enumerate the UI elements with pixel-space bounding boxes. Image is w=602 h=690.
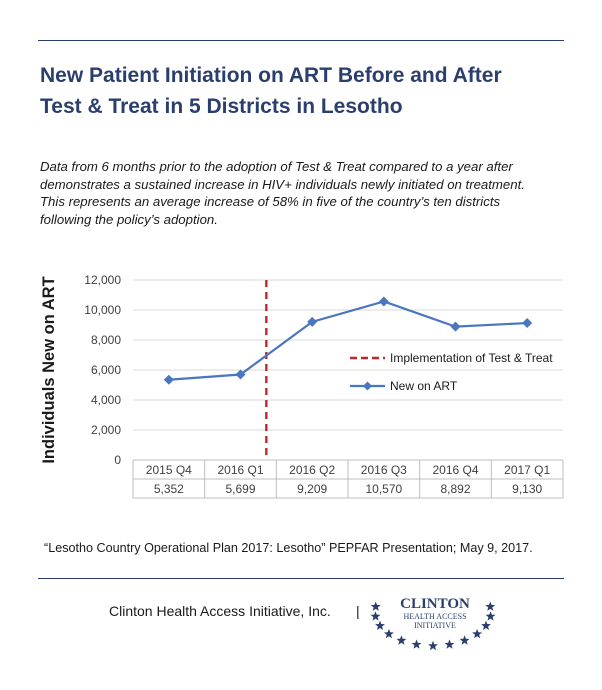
description: Data from 6 months prior to the adoption… [40,158,570,228]
x-tick-label: 2016 Q4 [432,463,478,477]
x-tick-label: 2016 Q1 [217,463,263,477]
logo-star [485,611,496,621]
logo-star [396,635,407,645]
logo-star [411,639,422,649]
page-title: New Patient Initiation on ART Before and… [40,60,570,122]
data-table-value: 10,570 [365,482,402,496]
gridlines: 0 2,000 4,000 6,000 8,000 10,000 12,000 [84,273,563,467]
logo-star [370,611,381,621]
logo-star [375,620,385,631]
data-table: 2015 Q4 2016 Q1 2016 Q2 2016 Q3 2016 Q4 2017 … [132,459,564,499]
footer-organization: Clinton Health Access Initiative, Inc. [109,603,331,619]
x-tick-label: 2016 Q2 [289,463,335,477]
y-tick-label: 6,000 [91,363,121,377]
data-point [163,374,174,385]
y-tick-label: 2,000 [91,423,121,437]
top-rule [38,40,564,41]
logo-star [481,620,491,631]
description-line-4: following the policy’s adoption. [40,211,218,227]
data-point [378,296,389,307]
legend-marker-new-on-art [363,381,372,391]
series-layer [163,296,533,385]
footer-separator: | [356,603,360,619]
bottom-rule [38,578,564,579]
y-tick-label: 8,000 [91,333,121,347]
logo-stars [370,601,496,651]
chai-logo: CLINTON HEALTH ACCESS INITIATIVE [370,596,496,651]
data-table-value: 5,699 [225,482,255,496]
citation: “Lesotho Country Operational Plan 2017: … [44,541,533,555]
logo-text-line-1: CLINTON [400,596,470,612]
y-tick-label: 0 [114,453,121,467]
data-point [307,316,318,327]
description-line-3: This represents an average increase of 5… [40,194,501,209]
series-line [168,300,528,381]
title-line-1: New Patient Initiation on ART Before and… [40,64,502,87]
logo-star [459,635,470,645]
data-table-value: 8,892 [440,482,470,496]
x-tick-label: 2016 Q3 [361,463,407,477]
y-tick-label: 10,000 [84,303,121,317]
y-axis-label: Individuals New on ART [40,276,58,463]
data-point [522,318,533,329]
logo-star [370,601,381,611]
logo-star [472,628,483,639]
description-line-2: demonstrates a sustained increase in HIV… [40,176,525,192]
x-tick-label: 2015 Q4 [146,463,192,477]
logo-star [428,640,438,651]
legend: Implementation of Test & Treat New on ART [350,351,553,393]
legend-label-new-on-art: New on ART [390,379,458,393]
logo-text-line-3: INITIATIVE [414,621,456,630]
data-table-value: 5,352 [154,482,184,496]
logo-text-line-2: HEALTH ACCESS [403,612,466,621]
logo-star [383,628,394,639]
title-line-2: Test & Treat in 5 Districts in Lesotho [40,95,403,118]
logo-star [444,639,455,649]
data-table-value: 9,209 [297,482,327,496]
x-tick-label: 2017 Q1 [504,463,550,477]
y-tick-label: 12,000 [84,273,121,287]
data-point [235,369,246,380]
description-line-1: Data from 6 months prior to the adoption… [40,159,513,174]
legend-label-implementation: Implementation of Test & Treat [390,351,553,365]
line-chart: Individuals New on ART 0 2,000 4,000 6,000 8… [40,273,564,499]
data-table-value: 9,130 [512,482,542,496]
logo-star [485,601,496,611]
data-point [450,321,461,332]
y-tick-label: 4,000 [91,393,121,407]
